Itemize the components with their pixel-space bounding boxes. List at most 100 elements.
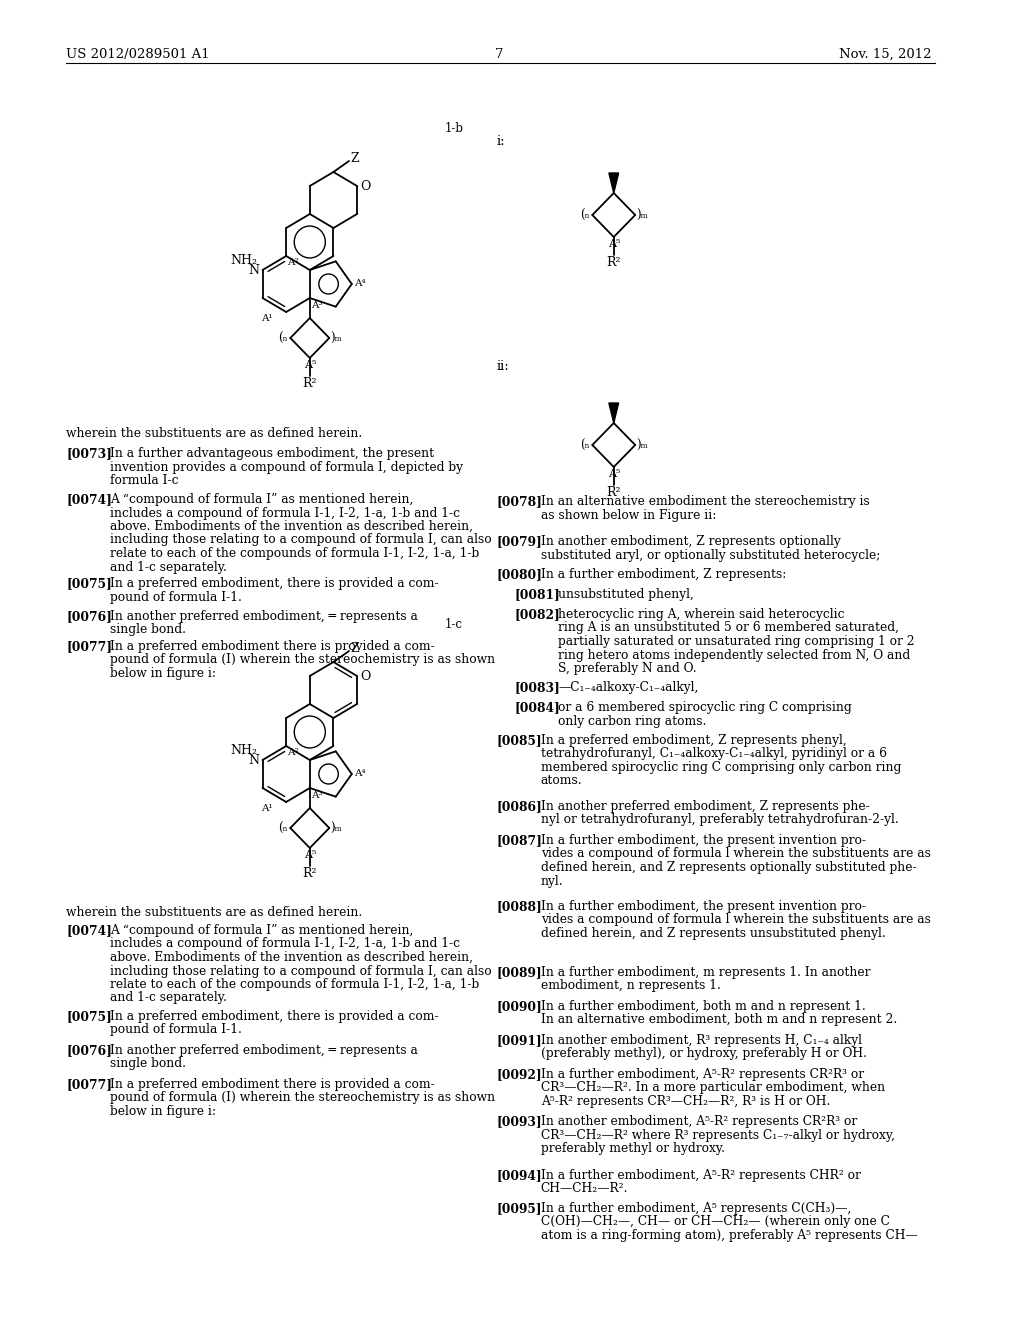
Text: [0078]: [0078] xyxy=(497,495,543,508)
Text: partially saturated or unsaturated ring comprising 1 or 2: partially saturated or unsaturated ring … xyxy=(558,635,914,648)
Text: In another preferred embodiment, ═ represents a: In another preferred embodiment, ═ repre… xyxy=(111,610,418,623)
Text: O: O xyxy=(360,669,371,682)
Text: tetrahydrofuranyl, C₁₋₄alkoxy-C₁₋₄alkyl, pyridinyl or a 6: tetrahydrofuranyl, C₁₋₄alkoxy-C₁₋₄alkyl,… xyxy=(541,747,887,760)
Text: A “compound of formula I” as mentioned herein,: A “compound of formula I” as mentioned h… xyxy=(111,924,414,937)
Polygon shape xyxy=(609,173,618,193)
Text: )ₘ: )ₘ xyxy=(331,331,342,345)
Text: In a preferred embodiment, there is provided a com-: In a preferred embodiment, there is prov… xyxy=(111,577,438,590)
Text: A⁵: A⁵ xyxy=(303,360,316,370)
Text: [0082]: [0082] xyxy=(514,609,560,620)
Text: [0081]: [0081] xyxy=(514,587,560,601)
Text: In a further embodiment, A⁵ represents C(CH₃)—,: In a further embodiment, A⁵ represents C… xyxy=(541,1203,851,1214)
Text: below in figure i:: below in figure i: xyxy=(111,1105,216,1118)
Text: In a further advantageous embodiment, the present: In a further advantageous embodiment, th… xyxy=(111,447,434,459)
Text: atoms.: atoms. xyxy=(541,775,583,788)
Text: [0094]: [0094] xyxy=(497,1170,543,1181)
Text: ring hetero atoms independently selected from N, O and: ring hetero atoms independently selected… xyxy=(558,648,910,661)
Text: —C₁₋₄alkoxy-C₁₋₄alkyl,: —C₁₋₄alkoxy-C₁₋₄alkyl, xyxy=(558,681,698,694)
Text: unsubstituted phenyl,: unsubstituted phenyl, xyxy=(558,587,694,601)
Text: invention provides a compound of formula I, depicted by: invention provides a compound of formula… xyxy=(111,461,463,474)
Text: In an alternative embodiment the stereochemistry is: In an alternative embodiment the stereoc… xyxy=(541,495,869,508)
Text: Nov. 15, 2012: Nov. 15, 2012 xyxy=(839,48,932,61)
Text: embodiment, n represents 1.: embodiment, n represents 1. xyxy=(541,979,721,993)
Text: vides a compound of formula l wherein the substituents are as: vides a compound of formula l wherein th… xyxy=(541,913,931,927)
Text: nyl.: nyl. xyxy=(541,874,563,887)
Text: A⁵: A⁵ xyxy=(607,469,620,479)
Text: CR³—CH₂—R². In a more particular embodiment, when: CR³—CH₂—R². In a more particular embodim… xyxy=(541,1081,885,1094)
Text: (ₙ: (ₙ xyxy=(278,331,288,345)
Text: )ₘ: )ₘ xyxy=(331,821,342,834)
Text: ii:: ii: xyxy=(497,360,510,374)
Text: C(OH)—CH₂—, CH— or CH—CH₂— (wherein only one C: C(OH)—CH₂—, CH— or CH—CH₂— (wherein only… xyxy=(541,1216,890,1229)
Text: 7: 7 xyxy=(495,48,503,61)
Text: [0076]: [0076] xyxy=(67,610,112,623)
Text: [0074]: [0074] xyxy=(67,492,112,506)
Text: [0074]: [0074] xyxy=(67,924,112,937)
Text: relate to each of the compounds of formula I-1, I-2, 1-a, 1-b: relate to each of the compounds of formu… xyxy=(111,546,479,560)
Text: CR³—CH₂—R² where R³ represents C₁₋₇-alkyl or hydroxy,: CR³—CH₂—R² where R³ represents C₁₋₇-alky… xyxy=(541,1129,895,1142)
Text: including those relating to a compound of formula I, can also: including those relating to a compound o… xyxy=(111,533,492,546)
Text: membered spirocyclic ring C comprising only carbon ring: membered spirocyclic ring C comprising o… xyxy=(541,762,901,774)
Text: as shown below in Figure ii:: as shown below in Figure ii: xyxy=(541,508,716,521)
Text: In a further embodiment, A⁵-R² represents CR²R³ or: In a further embodiment, A⁵-R² represent… xyxy=(541,1068,864,1081)
Text: In a further embodiment, the present invention pro-: In a further embodiment, the present inv… xyxy=(541,900,865,913)
Text: )ₘ: )ₘ xyxy=(636,438,648,451)
Text: [0076]: [0076] xyxy=(67,1044,112,1057)
Text: pound of formula I-1.: pound of formula I-1. xyxy=(111,1023,242,1036)
Text: pound of formula (I) wherein the stereochemistry is as shown: pound of formula (I) wherein the stereoc… xyxy=(111,653,496,667)
Text: [0075]: [0075] xyxy=(67,1010,112,1023)
Text: (ₙ: (ₙ xyxy=(278,821,288,834)
Text: includes a compound of formula I-1, I-2, 1-a, 1-b and 1-c: includes a compound of formula I-1, I-2,… xyxy=(111,507,460,520)
Text: substituted aryl, or optionally substituted heterocycle;: substituted aryl, or optionally substitu… xyxy=(541,549,880,561)
Text: In a further embodiment, m represents 1. In another: In a further embodiment, m represents 1.… xyxy=(541,966,870,979)
Text: [0079]: [0079] xyxy=(497,535,543,548)
Text: [0080]: [0080] xyxy=(497,568,543,581)
Text: N: N xyxy=(249,754,260,767)
Text: includes a compound of formula I-1, I-2, 1-a, 1-b and 1-c: includes a compound of formula I-1, I-2,… xyxy=(111,937,460,950)
Text: In a further embodiment, Z represents:: In a further embodiment, Z represents: xyxy=(541,568,786,581)
Text: In an alternative embodiment, both m and n represent 2.: In an alternative embodiment, both m and… xyxy=(541,1014,897,1027)
Text: [0090]: [0090] xyxy=(497,1001,543,1012)
Text: A³: A³ xyxy=(310,301,323,310)
Text: A⁴: A⁴ xyxy=(353,280,366,289)
Text: wherein the substituents are as defined herein.: wherein the substituents are as defined … xyxy=(67,906,362,919)
Text: [0086]: [0086] xyxy=(497,800,543,813)
Text: single bond.: single bond. xyxy=(111,1057,186,1071)
Text: [0092]: [0092] xyxy=(497,1068,543,1081)
Text: A²: A² xyxy=(287,257,299,267)
Text: i:: i: xyxy=(497,135,506,148)
Text: R²: R² xyxy=(302,378,317,389)
Text: single bond.: single bond. xyxy=(111,623,186,636)
Text: A⁵: A⁵ xyxy=(303,850,316,861)
Text: In another preferred embodiment, ═ represents a: In another preferred embodiment, ═ repre… xyxy=(111,1044,418,1057)
Text: above. Embodiments of the invention as described herein,: above. Embodiments of the invention as d… xyxy=(111,520,473,533)
Text: NH₂: NH₂ xyxy=(230,744,258,756)
Text: ring A is an unsubstituted 5 or 6 membered saturated,: ring A is an unsubstituted 5 or 6 member… xyxy=(558,622,899,635)
Text: A³: A³ xyxy=(310,791,323,800)
Text: A⁵: A⁵ xyxy=(607,239,620,249)
Text: [0095]: [0095] xyxy=(497,1203,543,1214)
Text: pound of formula (I) wherein the stereochemistry is as shown: pound of formula (I) wherein the stereoc… xyxy=(111,1092,496,1105)
Text: N: N xyxy=(249,264,260,276)
Text: [0073]: [0073] xyxy=(67,447,112,459)
Text: In another preferred embodiment, Z represents phe-: In another preferred embodiment, Z repre… xyxy=(541,800,869,813)
Text: formula I-c: formula I-c xyxy=(111,474,178,487)
Text: heterocyclic ring A, wherein said heterocyclic: heterocyclic ring A, wherein said hetero… xyxy=(558,609,845,620)
Text: )ₘ: )ₘ xyxy=(636,209,648,222)
Text: [0091]: [0091] xyxy=(497,1034,543,1047)
Text: CH—CH₂—R².: CH—CH₂—R². xyxy=(541,1183,628,1196)
Text: [0084]: [0084] xyxy=(514,701,560,714)
Text: A²: A² xyxy=(287,748,299,756)
Polygon shape xyxy=(609,403,618,422)
Text: or a 6 membered spirocyclic ring C comprising: or a 6 membered spirocyclic ring C compr… xyxy=(558,701,852,714)
Text: A¹: A¹ xyxy=(261,314,272,323)
Text: [0083]: [0083] xyxy=(514,681,560,694)
Text: and 1-c separately.: and 1-c separately. xyxy=(111,991,227,1005)
Text: defined herein, and Z represents optionally substituted phe-: defined herein, and Z represents optiona… xyxy=(541,861,916,874)
Text: [0089]: [0089] xyxy=(497,966,543,979)
Text: defined herein, and Z represents unsubstituted phenyl.: defined herein, and Z represents unsubst… xyxy=(541,927,886,940)
Text: below in figure i:: below in figure i: xyxy=(111,667,216,680)
Text: (ₙ: (ₙ xyxy=(580,438,590,451)
Text: [0075]: [0075] xyxy=(67,577,112,590)
Text: S, preferably N and O.: S, preferably N and O. xyxy=(558,663,697,675)
